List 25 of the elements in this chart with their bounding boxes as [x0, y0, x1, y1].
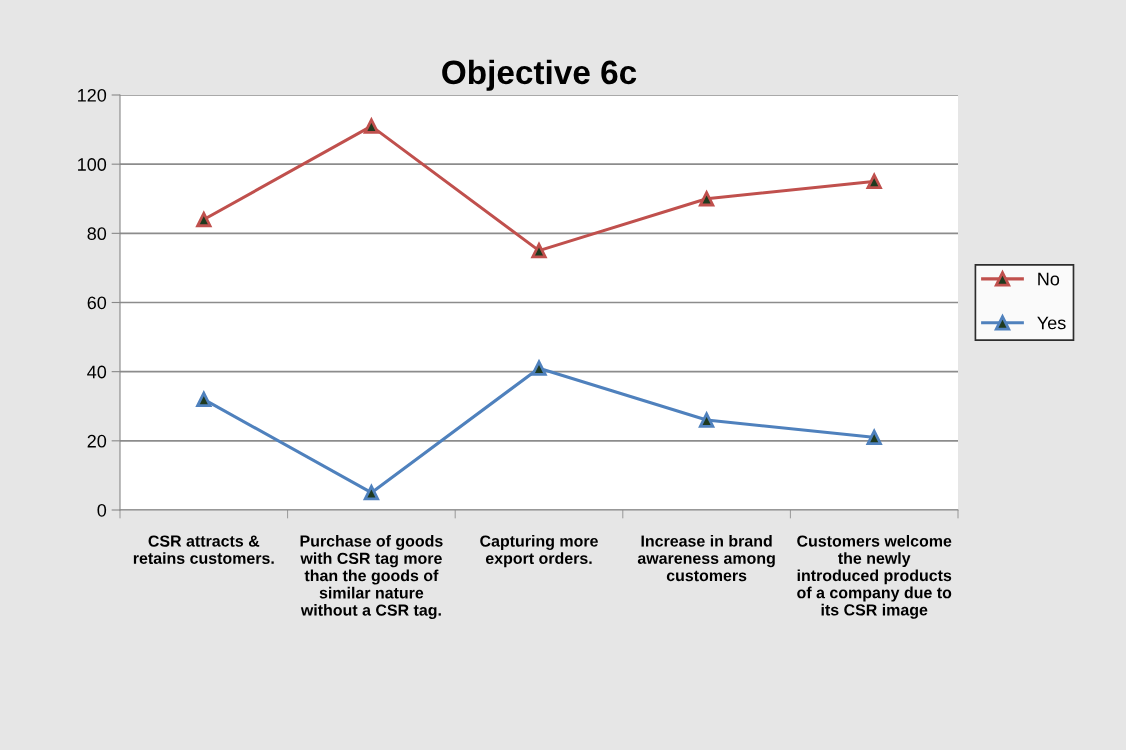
point — [531, 242, 547, 259]
y-tick-label: 60 — [87, 296, 107, 310]
point — [866, 429, 882, 446]
legend-label: Yes — [1037, 316, 1066, 330]
y-tick-label: 40 — [87, 365, 107, 379]
y-tick-label: 120 — [78, 88, 107, 102]
point — [363, 118, 380, 134]
y-tick-label: 20 — [87, 434, 107, 448]
y-tick-label: 100 — [78, 158, 107, 171]
x-tick-label: Purchase of goods with CSR tag more than the goods of similar nature without a CSR tag. — [300, 535, 443, 619]
chart-title: Objective 6c — [442, 59, 637, 91]
y-tick-label: 80 — [87, 227, 107, 241]
x-tick-label: Capturing more export orders. — [480, 535, 598, 568]
legend-label: No — [1038, 272, 1060, 286]
x-tick-label: Increase in brand awareness among customers — [637, 535, 775, 582]
x-tick-label: Customers welcome the newly introduced products of a company due to its CSR image — [797, 535, 952, 619]
x-tick-label: CSR attracts & retains customers. — [133, 535, 274, 564]
point — [196, 211, 212, 228]
point — [698, 191, 715, 207]
point — [698, 412, 715, 428]
point — [196, 391, 212, 407]
point — [363, 485, 380, 501]
point — [531, 360, 547, 376]
point — [866, 173, 882, 190]
y-tick-label: 0 — [97, 503, 107, 517]
